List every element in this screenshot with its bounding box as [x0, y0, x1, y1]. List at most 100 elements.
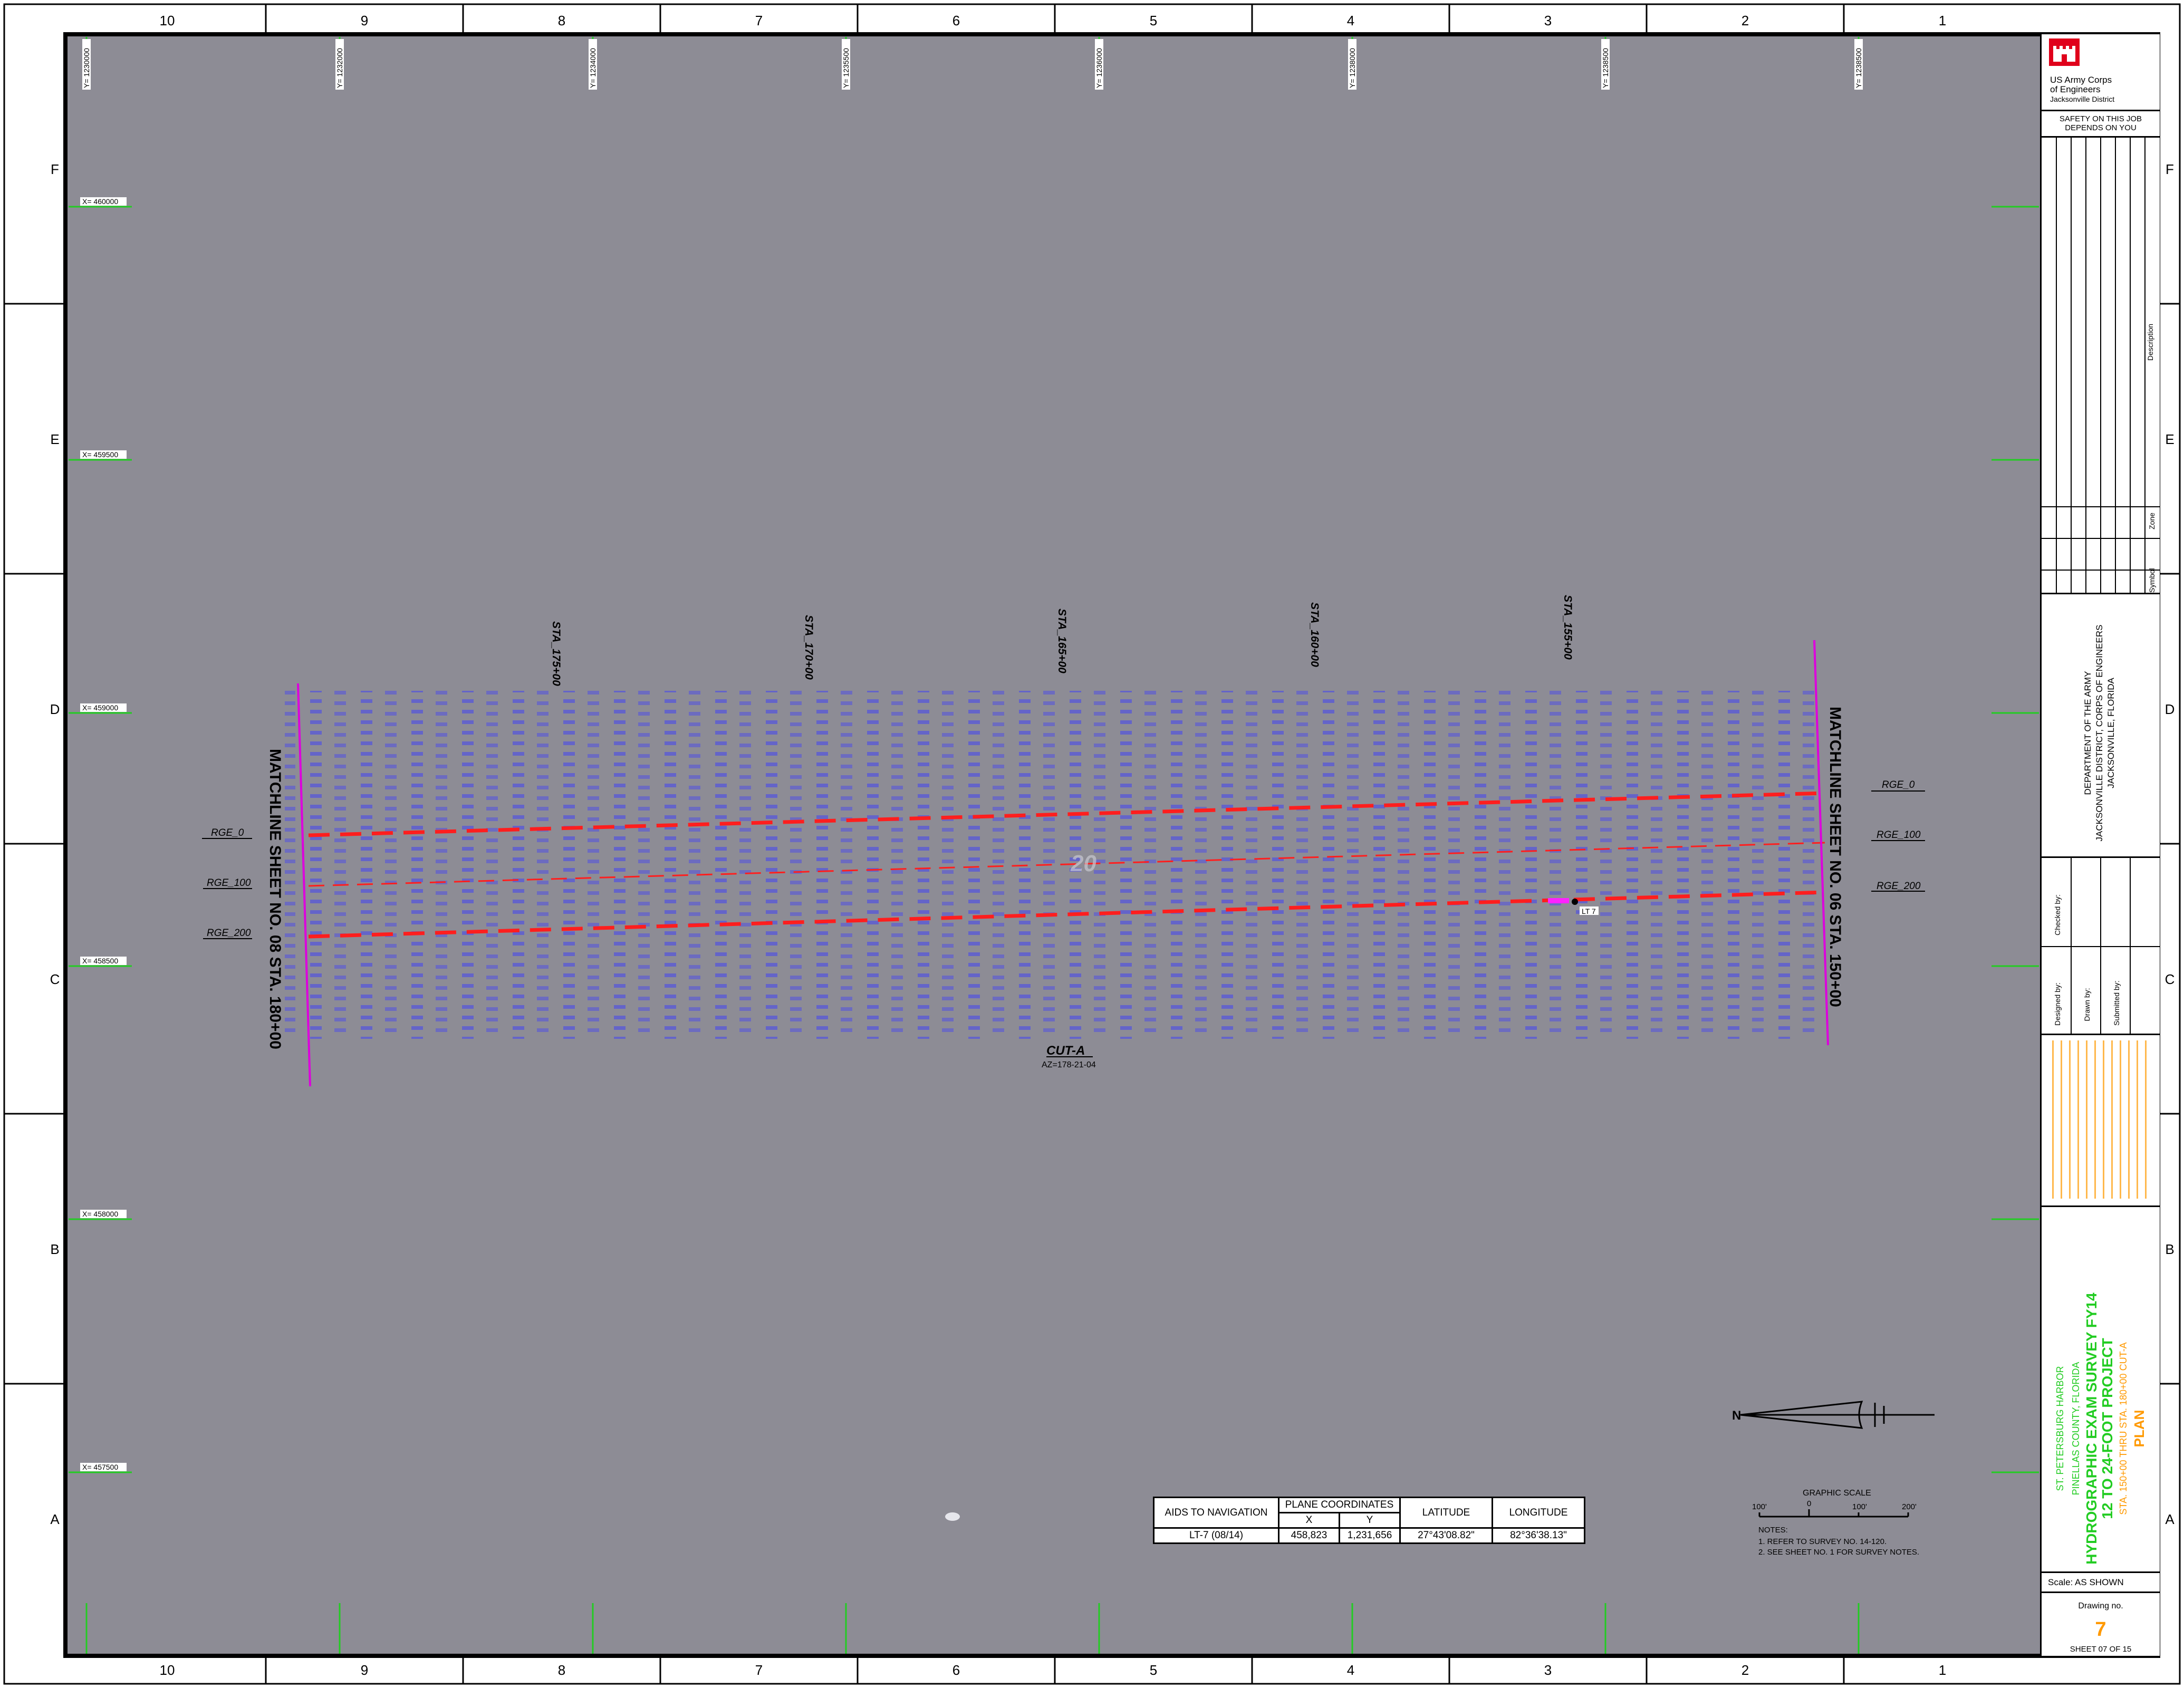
range-label: RGE_200 — [207, 928, 251, 939]
project-title: HYDROGRAPHIC EXAM SURVEY FY14 — [2083, 1292, 2100, 1565]
department-line: DEPARTMENT OF THE ARMY — [2083, 671, 2093, 795]
sheet-view-title: PLAN — [2131, 1410, 2147, 1448]
boat-wake — [945, 1512, 960, 1521]
y-coord-tag: Y= 1230000 — [82, 48, 91, 88]
x-coord-tag: X= 459500 — [82, 450, 118, 459]
drawing-no-label: Drawing no. — [2078, 1602, 2123, 1610]
aids-header: LATITUDE — [1399, 1497, 1493, 1529]
row-label-left: F — [51, 161, 59, 177]
scale-value: AS SHOWN — [2075, 1577, 2124, 1587]
drawing-number-block: Drawing no. 7 SHEET 07 OF 15 — [2042, 1593, 2160, 1656]
revision-block: Symbol Zone Description — [2042, 138, 2160, 594]
x-coord-tag: X= 458000 — [82, 1210, 118, 1218]
range-label: RGE_0 — [1882, 779, 1915, 790]
department-line: JACKSONVILLE, FLORIDA — [2106, 678, 2116, 788]
usace-castle-logo — [2049, 38, 2080, 66]
aids-header: PLANE COORDINATES — [1278, 1497, 1401, 1513]
row-label-right: A — [2165, 1511, 2175, 1527]
col-label-top: 2 — [1742, 13, 1749, 28]
col-label-bottom: 2 — [1742, 1662, 1749, 1678]
row-label-left: A — [50, 1511, 60, 1527]
sheet-number: SHEET 07 OF 15 — [2070, 1645, 2132, 1654]
row-label-left: C — [50, 971, 60, 987]
north-arrow-n: N — [1732, 1409, 1741, 1423]
x-coord-tag: X= 459000 — [82, 703, 118, 712]
scale-tick: 100' — [1752, 1502, 1767, 1511]
north-arrow — [1740, 1401, 1935, 1429]
scale-label: Scale: — [2048, 1577, 2073, 1587]
row-label-right: E — [2165, 431, 2174, 447]
row-label-left: D — [50, 701, 60, 717]
col-label-bottom: 8 — [558, 1662, 565, 1678]
rev-col-zone: Zone — [2148, 513, 2156, 529]
y-coord-tag: Y= 1234000 — [589, 48, 597, 88]
aids-cell: LT-7 (08/14) — [1153, 1527, 1279, 1544]
x-coord-tag: X= 460000 — [82, 197, 118, 206]
rev-col-description: Description — [2146, 323, 2154, 361]
col-label-bottom: 5 — [1150, 1662, 1157, 1678]
col-label-bottom: 1 — [1939, 1662, 1946, 1678]
range-label: RGE_100 — [207, 877, 251, 889]
safety-note: SAFETY ON THIS JOB DEPENDS ON YOU — [2042, 111, 2160, 138]
row-label-left: E — [50, 431, 59, 447]
title-block: US Army Corps of Engineers Jacksonville … — [2040, 34, 2160, 1656]
watermark-number: 20 — [1070, 851, 1096, 876]
row-label-right: B — [2165, 1241, 2174, 1257]
range-label: RGE_0 — [211, 827, 244, 838]
agency-section: US Army Corps of Engineers Jacksonville … — [2042, 34, 2160, 111]
col-label-top: 3 — [1544, 13, 1552, 28]
station-label: STA_155+00 — [1562, 595, 1574, 660]
col-label-top: 10 — [160, 13, 175, 28]
y-coord-tag: Y= 1238500 — [1854, 48, 1863, 88]
agency-name: of Engineers — [2050, 84, 2101, 94]
notes-line: 2. SEE SHEET NO. 1 FOR SURVEY NOTES. — [1758, 1548, 1919, 1557]
x-coord-tag: X= 458500 — [82, 957, 118, 965]
checked-by: Checked by: — [2053, 894, 2062, 935]
y-coord-tag: Y= 1232000 — [335, 48, 344, 88]
project-subtitle: STA. 150+00 THRU STA. 180+00 CUT-A — [2118, 1342, 2129, 1515]
col-label-bottom: 10 — [160, 1662, 175, 1678]
aids-table: AIDS TO NAVIGATION PLANE COORDINATES LAT… — [1153, 1497, 1585, 1544]
row-label-left: B — [50, 1241, 59, 1257]
range-label: RGE_100 — [1877, 829, 1921, 841]
scale-tick: 0 — [1807, 1499, 1811, 1508]
district-name: Jacksonville District — [2050, 95, 2115, 103]
drawn-by: Drawn by: — [2083, 988, 2091, 1021]
scale-tick: 200' — [1902, 1502, 1917, 1511]
col-label-bottom: 9 — [361, 1662, 368, 1678]
file-reference-lines — [2052, 1040, 2147, 1199]
file-reference-block — [2042, 1035, 2160, 1207]
aids-subheader: Y — [1339, 1512, 1401, 1529]
col-label-top: 6 — [953, 13, 960, 28]
row-label-right: F — [2166, 161, 2174, 177]
aids-cell: 27°43'08.82" — [1399, 1527, 1493, 1544]
x-coord-tag: X= 457500 — [82, 1463, 118, 1471]
department-block: DEPARTMENT OF THE ARMY JACKSONVILLE DIST… — [2042, 594, 2160, 858]
col-label-bottom: 7 — [755, 1662, 763, 1678]
graphic-scale — [1758, 1509, 1909, 1518]
scale-tick: 100' — [1852, 1502, 1867, 1511]
col-label-bottom: 4 — [1347, 1662, 1354, 1678]
notes-line: 1. REFER TO SURVEY NO. 14-120. — [1758, 1537, 1887, 1546]
matchline-left-line — [297, 683, 311, 1087]
aid-marker-point — [1572, 899, 1578, 905]
aids-header: AIDS TO NAVIGATION — [1153, 1497, 1279, 1529]
signatures-block: Designed by: Drawn by: Checked by: Submi… — [2042, 858, 2160, 1035]
y-coord-tag: Y= 1236000 — [1095, 48, 1103, 88]
aid-tag: LT 7 — [1582, 907, 1596, 915]
aids-cell: 458,823 — [1278, 1527, 1340, 1544]
cut-label: CUT-A — [1046, 1044, 1085, 1058]
station-label: STA_170+00 — [803, 615, 815, 680]
aid-marker — [1548, 898, 1569, 903]
matchline-right-label: MATCHLINE SHEET NO. 06 STA. 150+00 — [1826, 707, 1844, 1007]
y-coord-tag: Y= 1235500 — [842, 48, 850, 88]
scale-row: Scale: AS SHOWN — [2042, 1573, 2160, 1593]
y-coord-tag: Y= 1238000 — [1348, 48, 1356, 88]
col-label-top: 7 — [755, 13, 763, 28]
col-label-top: 9 — [361, 13, 368, 28]
station-label: STA_160+00 — [1309, 602, 1321, 667]
project-title: 12 TO 24-FOOT PROJECT — [2099, 1338, 2115, 1519]
matchline-left-label: MATCHLINE SHEET NO. 08 STA. 180+00 — [266, 749, 284, 1049]
